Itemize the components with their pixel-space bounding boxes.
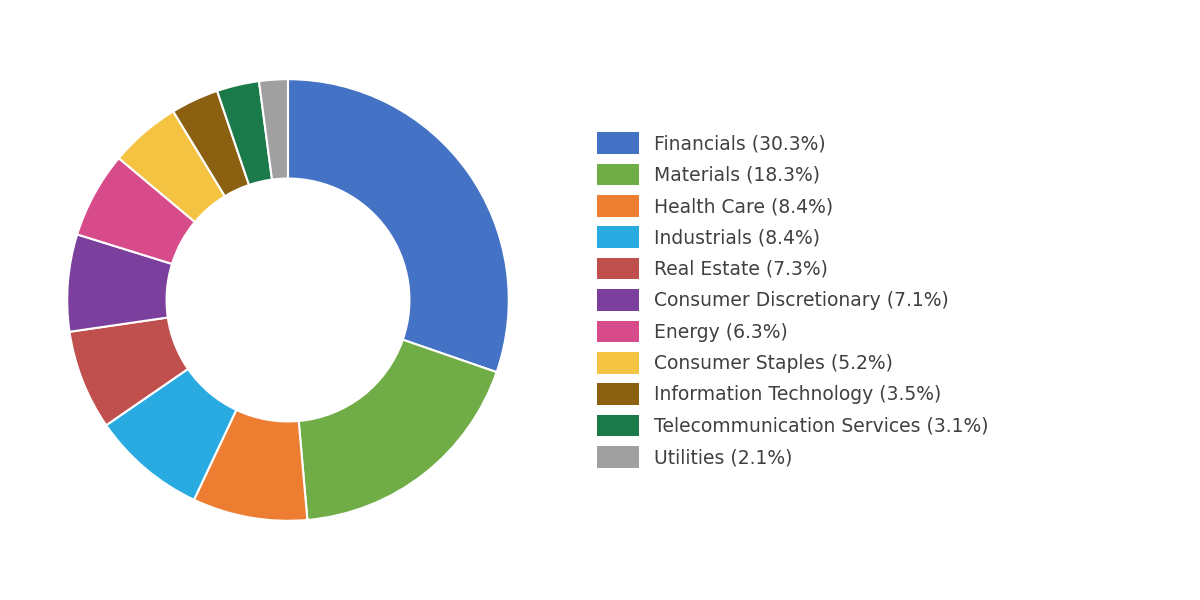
Wedge shape <box>217 81 272 185</box>
Wedge shape <box>288 79 509 372</box>
Wedge shape <box>173 91 250 196</box>
Wedge shape <box>299 340 497 520</box>
Wedge shape <box>119 112 224 222</box>
Wedge shape <box>194 410 307 521</box>
Wedge shape <box>106 369 236 500</box>
Wedge shape <box>259 79 288 179</box>
Legend: Financials (30.3%), Materials (18.3%), Health Care (8.4%), Industrials (8.4%), R: Financials (30.3%), Materials (18.3%), H… <box>598 132 988 468</box>
Wedge shape <box>70 317 188 425</box>
Wedge shape <box>77 158 194 264</box>
Wedge shape <box>67 235 172 332</box>
